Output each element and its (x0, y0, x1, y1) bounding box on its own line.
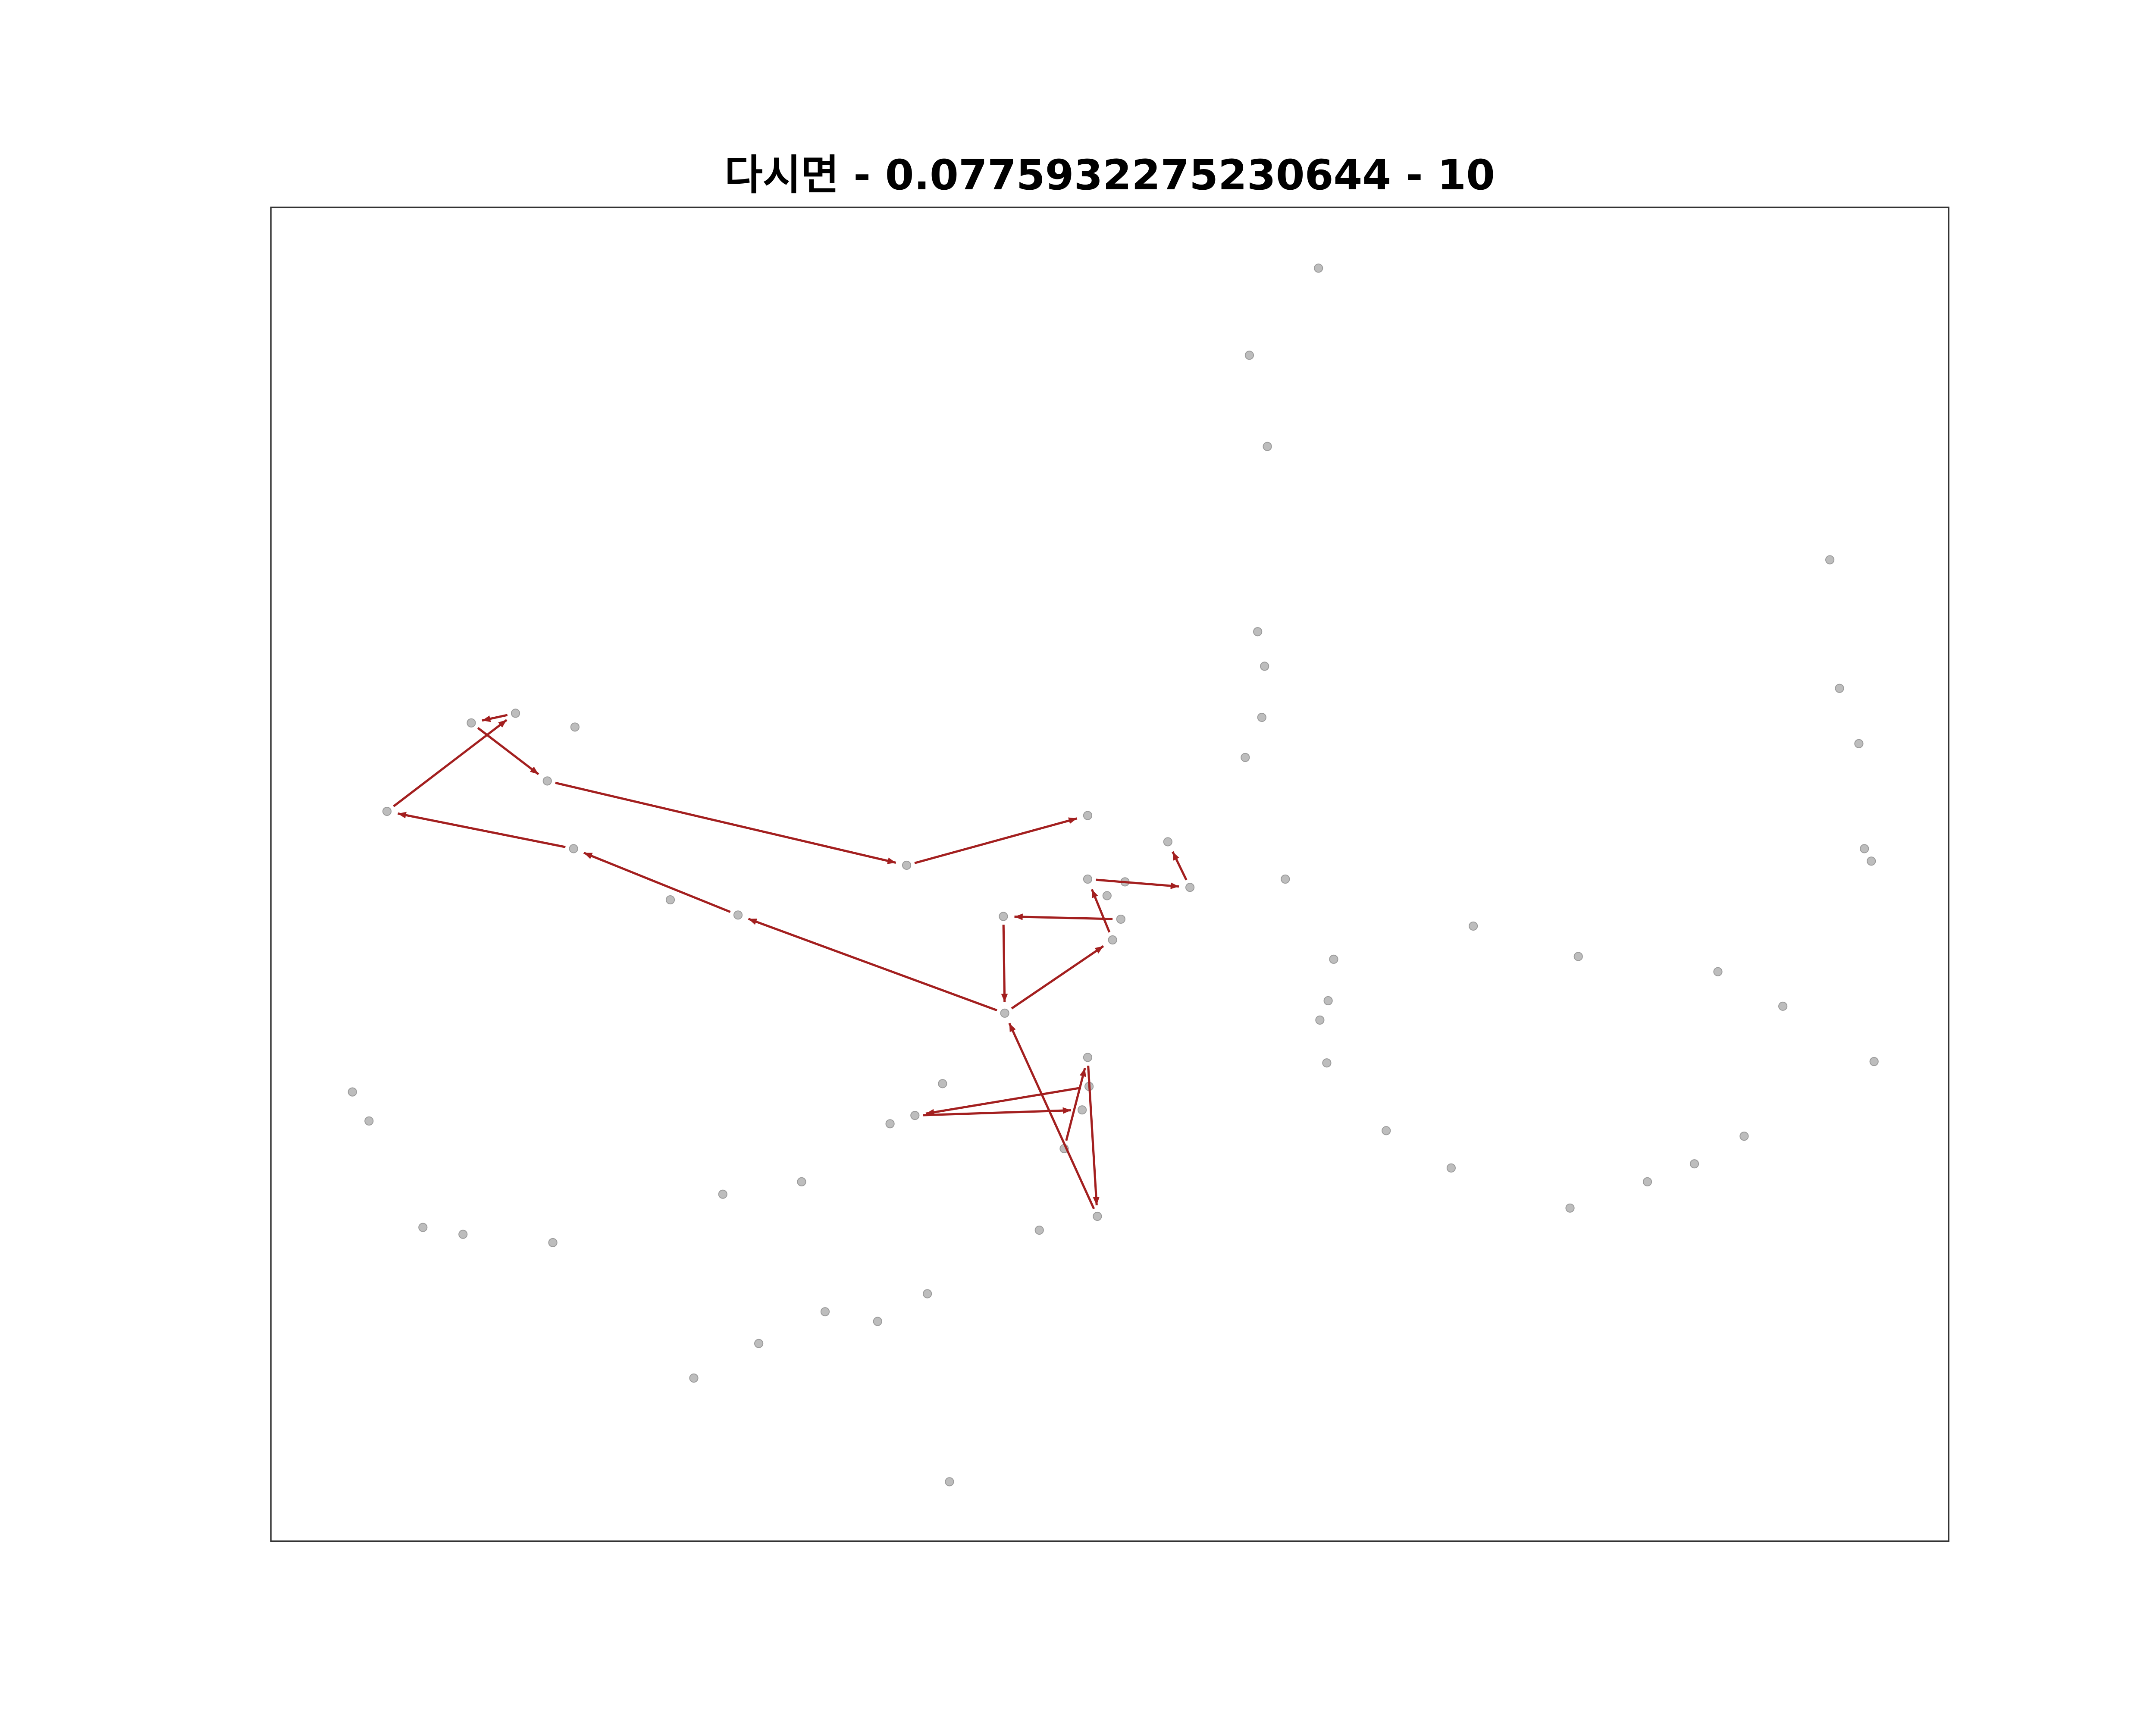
point (1083, 874, 1093, 884)
point (885, 1119, 895, 1129)
point (797, 1177, 806, 1186)
point (1241, 753, 1250, 762)
point (873, 1317, 882, 1326)
point (1860, 844, 1869, 853)
point (1329, 954, 1338, 964)
point (542, 776, 552, 786)
arrow (925, 1086, 1081, 1116)
point (902, 860, 912, 870)
point (1565, 1203, 1575, 1213)
point (1185, 883, 1195, 892)
point (382, 806, 392, 816)
arrow (923, 1107, 1072, 1117)
point (570, 722, 580, 732)
point (718, 1189, 727, 1199)
point (1469, 921, 1478, 931)
point (733, 910, 743, 920)
arrow (477, 727, 539, 775)
point (1825, 555, 1835, 565)
point (1739, 1132, 1749, 1141)
point (1869, 1057, 1879, 1066)
arrow (748, 918, 997, 1012)
point (1253, 627, 1263, 637)
arrow (555, 781, 896, 864)
point (1867, 856, 1876, 866)
point (1315, 1015, 1325, 1025)
arrow (583, 852, 731, 913)
point (548, 1238, 558, 1247)
point (1102, 891, 1112, 900)
point (689, 1373, 699, 1383)
arrow (398, 812, 566, 848)
point (569, 844, 578, 853)
point (1322, 1058, 1332, 1068)
point (1835, 684, 1844, 693)
point (1713, 967, 1723, 976)
point (1573, 952, 1583, 961)
point (945, 1477, 954, 1487)
point (1642, 1177, 1652, 1186)
point (1263, 442, 1272, 451)
point (910, 1110, 920, 1120)
point (1083, 1053, 1093, 1062)
arrow (1011, 945, 1104, 1010)
point (820, 1307, 830, 1317)
point (1257, 712, 1266, 722)
arrow (1001, 925, 1008, 1002)
point (1281, 874, 1290, 884)
point (665, 895, 675, 905)
point (1108, 935, 1117, 945)
point (1382, 1126, 1391, 1135)
arrow (393, 719, 508, 807)
point (1244, 351, 1254, 360)
plot-frame (270, 207, 1949, 1542)
point (1446, 1163, 1456, 1173)
arrow (1096, 878, 1179, 889)
point (1323, 996, 1333, 1006)
point (938, 1079, 947, 1088)
point (1260, 662, 1269, 671)
arrow (914, 817, 1078, 864)
point (1000, 1008, 1009, 1018)
point (923, 1289, 932, 1298)
point (1854, 739, 1864, 748)
arrow (1014, 913, 1113, 920)
point (364, 1116, 374, 1126)
point (1778, 1001, 1788, 1011)
arrow (1008, 1022, 1095, 1210)
point (1083, 811, 1093, 820)
point (458, 1229, 468, 1239)
point (1163, 837, 1172, 847)
point (754, 1339, 764, 1348)
arrow (1087, 1065, 1100, 1206)
point (348, 1087, 357, 1097)
point (1078, 1105, 1087, 1115)
arrow (1172, 851, 1188, 881)
point (418, 1223, 428, 1232)
point (1034, 1225, 1044, 1235)
point (999, 912, 1008, 921)
point (1116, 914, 1125, 924)
arrow (1091, 889, 1111, 933)
point (1689, 1159, 1699, 1169)
arrow (482, 714, 508, 722)
arrow (1065, 1068, 1086, 1141)
point (1314, 263, 1323, 273)
point (511, 709, 520, 718)
chart-title: 다시면 - 0.0775932275230644 - 10 (724, 151, 1495, 199)
point (1093, 1211, 1102, 1221)
point (467, 718, 476, 728)
